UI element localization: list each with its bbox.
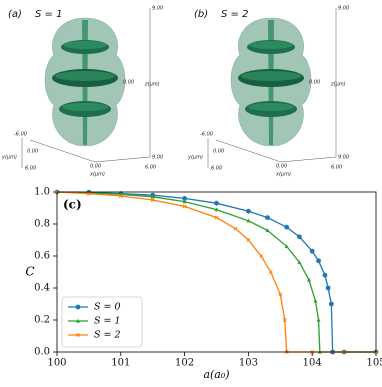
point	[182, 199, 187, 204]
point	[278, 292, 283, 297]
legend-marker	[76, 318, 80, 323]
point	[214, 207, 219, 212]
y-tick-label: 0.2	[34, 315, 50, 326]
point	[282, 318, 287, 322]
panel-z-label: z(μm)	[144, 82, 160, 88]
y-tick-label: 0.8	[34, 219, 50, 230]
point	[316, 317, 321, 322]
panel-x-end: 6.00	[145, 165, 156, 171]
point	[86, 191, 91, 196]
panel-z-mid: 0.00	[309, 80, 320, 86]
panel-z-bottom: 9.00	[152, 155, 163, 161]
density-render	[230, 17, 312, 147]
panel-y-label: y(μm)	[187, 155, 203, 161]
x-axis-label: a(a₀)	[203, 368, 229, 381]
x-tick-label: 102	[175, 358, 194, 369]
point	[246, 218, 251, 223]
panel-spin: S = 1	[35, 9, 62, 20]
point	[118, 194, 123, 198]
panel-x-label: x(μm)	[89, 172, 105, 178]
point	[265, 215, 270, 221]
point	[214, 200, 219, 206]
point	[268, 270, 273, 274]
legend-label: S = 1	[94, 316, 121, 327]
panel-z-mid: 0.00	[123, 80, 134, 86]
point	[259, 254, 264, 258]
legend-label: S = 0	[94, 302, 121, 313]
point	[246, 238, 251, 242]
point	[316, 258, 321, 264]
panel-y-label: y(μm)	[1, 155, 17, 161]
point	[322, 272, 328, 278]
panel-z-top: 9.00	[152, 6, 163, 12]
panel-x-label: x(μm)	[275, 172, 291, 178]
line	[56, 191, 376, 353]
y-axis-label: C	[25, 265, 34, 279]
x-tick-label: 105	[366, 358, 382, 369]
x-tick-label: 100	[47, 358, 66, 369]
point	[246, 208, 251, 214]
panel-label: (a)	[8, 9, 22, 20]
point	[182, 196, 188, 201]
y-tick-label: 0.6	[34, 251, 50, 262]
panel-x-mid: 0.00	[276, 164, 287, 170]
panel-y-near: 6.00	[25, 166, 36, 172]
panel-x-mid: 0.00	[90, 164, 101, 170]
point	[214, 215, 219, 220]
legend-label: S = 2	[94, 330, 121, 341]
line	[56, 191, 376, 353]
x-tick-label: 103	[239, 358, 258, 369]
panel-y-far: -6.00	[200, 132, 213, 138]
plot-frame	[56, 191, 377, 353]
y-tick-label: 0.0	[34, 347, 50, 358]
panel-3d: (b) S = 2 9.00 0.00 z(μm) -6.00 y(μm) 0.00 6.00 0…	[187, 6, 349, 178]
panel-z-label: z(μm)	[330, 82, 346, 88]
panel-z-bottom: 9.00	[338, 155, 349, 161]
point	[150, 194, 155, 199]
point	[233, 226, 238, 231]
point	[297, 234, 302, 240]
point	[265, 228, 270, 232]
panel-label: (b)	[194, 9, 208, 20]
point	[284, 244, 289, 248]
x-tick-label: 104	[303, 358, 322, 369]
y-tick-label: 1.0	[34, 187, 50, 198]
point	[182, 204, 187, 209]
panel-label: (c)	[63, 198, 82, 212]
panel-y-mid: 0.00	[27, 149, 38, 155]
panel-z-top: 9.00	[338, 6, 349, 12]
point	[328, 301, 334, 307]
density-render	[44, 17, 126, 147]
panel-y-mid: 0.00	[213, 149, 224, 155]
point	[307, 277, 312, 282]
panel-3d: (a) S = 1 9.00 0.00 z(μm) -6.00 y(μm) 0.00 6.00 0…	[1, 6, 163, 178]
point	[297, 260, 302, 264]
panel-spin: S = 2	[221, 9, 248, 20]
point	[325, 285, 331, 291]
legend-marker	[76, 333, 80, 337]
point	[150, 198, 155, 202]
legend-marker	[75, 304, 81, 310]
point	[284, 224, 290, 230]
x-tick-label: 101	[111, 358, 130, 369]
panel-y-near: 6.00	[211, 166, 222, 172]
panel-x-end: 6.00	[331, 165, 342, 171]
y-tick-label: 0.4	[34, 283, 50, 294]
point	[313, 298, 318, 303]
point	[309, 248, 315, 254]
panel-y-far: -6.00	[14, 132, 27, 138]
